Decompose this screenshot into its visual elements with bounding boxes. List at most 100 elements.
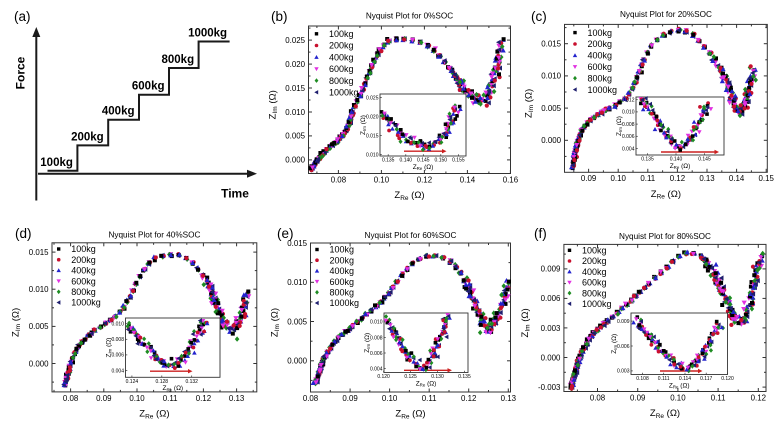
svg-text:0.14: 0.14 [729,174,745,183]
svg-text:800kg: 800kg [330,288,355,298]
svg-text:100kg: 100kg [71,244,96,254]
svg-text:ZRe (Ω): ZRe (Ω) [413,164,434,171]
svg-text:ZIm (Ω): ZIm (Ω) [364,333,371,353]
svg-text:Time: Time [221,187,249,201]
svg-text:(a): (a) [14,9,31,24]
svg-text:0.008: 0.008 [111,337,124,343]
svg-text:0.124: 0.124 [126,379,139,385]
svg-text:0.135: 0.135 [458,374,471,380]
svg-text:ZIm (Ω): ZIm (Ω) [611,334,618,354]
svg-text:100kg: 100kg [588,28,613,38]
svg-text:600kg: 600kg [132,81,165,93]
svg-text:0.145: 0.145 [417,158,430,164]
svg-text:ZIm (Ω): ZIm (Ω) [616,116,623,136]
svg-text:0.10: 0.10 [129,394,145,403]
svg-text:400kg: 400kg [71,266,96,276]
svg-text:0.006: 0.006 [370,351,383,357]
svg-text:0.108: 0.108 [636,376,649,382]
svg-text:(f): (f) [534,226,547,241]
svg-text:ZIm (Ω): ZIm (Ω) [520,308,532,337]
svg-text:1000kg: 1000kg [588,85,618,95]
svg-text:ZIm (Ω): ZIm (Ω) [524,89,536,118]
svg-text:200kg: 200kg [330,255,355,265]
svg-text:200kg: 200kg [71,255,96,265]
svg-text:Force: Force [14,56,28,89]
svg-text:0.13: 0.13 [699,174,715,183]
svg-text:ZRe (Ω): ZRe (Ω) [162,385,183,392]
svg-text:0.015: 0.015 [287,239,307,248]
svg-text:(c): (c) [531,9,547,24]
svg-text:0.11: 0.11 [163,394,178,403]
svg-text:ZRe (Ω): ZRe (Ω) [394,190,424,202]
svg-text:0.010: 0.010 [622,110,635,116]
svg-text:ZIm (Ω): ZIm (Ω) [11,308,23,337]
svg-text:0.015: 0.015 [29,248,49,257]
svg-text:0.006: 0.006 [617,344,630,350]
svg-text:0.13: 0.13 [229,394,245,403]
svg-text:Nyquist Plot for 20%SOC: Nyquist Plot for 20%SOC [620,10,712,19]
svg-text:400kg: 400kg [329,52,354,62]
svg-text:(d): (d) [15,226,32,241]
svg-text:0.004: 0.004 [111,368,124,374]
svg-text:1000kg: 1000kg [71,298,101,308]
svg-text:0.010: 0.010 [370,320,383,326]
svg-text:800kg: 800kg [329,76,354,86]
svg-text:ZRe (Ω): ZRe (Ω) [650,408,680,420]
svg-text:ZRe (Ω): ZRe (Ω) [139,409,169,421]
svg-text:ZRe (Ω): ZRe (Ω) [670,163,691,170]
svg-text:600kg: 600kg [588,62,613,72]
svg-text:Nyquist Plot for 0%SOC: Nyquist Plot for 0%SOC [366,12,453,21]
svg-text:0.003: 0.003 [617,369,630,375]
svg-text:800kg: 800kg [588,73,613,83]
svg-text:(e): (e) [277,226,294,241]
svg-text:ZRe (Ω): ZRe (Ω) [669,382,690,389]
svg-text:0.12: 0.12 [751,393,766,402]
svg-text:0.020: 0.020 [285,60,305,69]
svg-text:0.000: 0.000 [541,353,561,362]
svg-text:0.08: 0.08 [331,175,347,184]
svg-text:0.12: 0.12 [670,174,685,183]
svg-text:0.11: 0.11 [711,393,726,402]
svg-text:0.10: 0.10 [374,175,390,184]
svg-text:0.015: 0.015 [541,40,561,49]
svg-text:0.120: 0.120 [721,376,734,382]
svg-text:0.015: 0.015 [366,133,379,139]
svg-text:ZIm (Ω): ZIm (Ω) [268,90,280,119]
svg-text:0.010: 0.010 [111,322,124,328]
svg-text:0.004: 0.004 [622,146,635,152]
svg-text:0.135: 0.135 [641,157,654,163]
svg-text:(b): (b) [271,9,288,24]
svg-text:0.010: 0.010 [29,285,49,294]
svg-text:0.12: 0.12 [417,175,432,184]
svg-text:0.09: 0.09 [581,174,597,183]
svg-text:0.009: 0.009 [541,265,561,274]
svg-text:-0.003: -0.003 [538,383,561,392]
svg-text:ZRe (Ω): ZRe (Ω) [416,380,437,387]
svg-text:0.114: 0.114 [679,376,691,382]
svg-text:0.08: 0.08 [303,394,319,403]
svg-text:600kg: 600kg [71,276,96,286]
svg-text:0.08: 0.08 [590,393,606,402]
svg-text:0.020: 0.020 [366,114,379,120]
svg-text:0.09: 0.09 [630,393,646,402]
svg-text:0.005: 0.005 [541,104,561,113]
svg-text:0.000: 0.000 [541,136,561,145]
svg-text:0.012: 0.012 [622,98,635,104]
svg-text:100kg: 100kg [40,157,73,169]
svg-text:0.12: 0.12 [196,394,211,403]
svg-text:0.135: 0.135 [382,158,395,164]
svg-text:0.010: 0.010 [285,108,305,117]
svg-text:0.117: 0.117 [700,376,712,382]
svg-text:ZRe (Ω): ZRe (Ω) [395,409,425,421]
svg-text:0.125: 0.125 [404,374,417,380]
svg-text:ZIm (Ω): ZIm (Ω) [270,308,282,337]
svg-text:400kg: 400kg [330,266,355,276]
svg-text:1000kg: 1000kg [188,28,227,40]
svg-text:200kg: 200kg [582,256,607,266]
svg-text:0.145: 0.145 [698,157,711,163]
svg-text:400kg: 400kg [582,267,607,277]
svg-text:0.000: 0.000 [285,156,305,165]
svg-text:0.15: 0.15 [759,174,775,183]
svg-text:0.000: 0.000 [29,359,49,368]
svg-text:0.16: 0.16 [503,175,519,184]
